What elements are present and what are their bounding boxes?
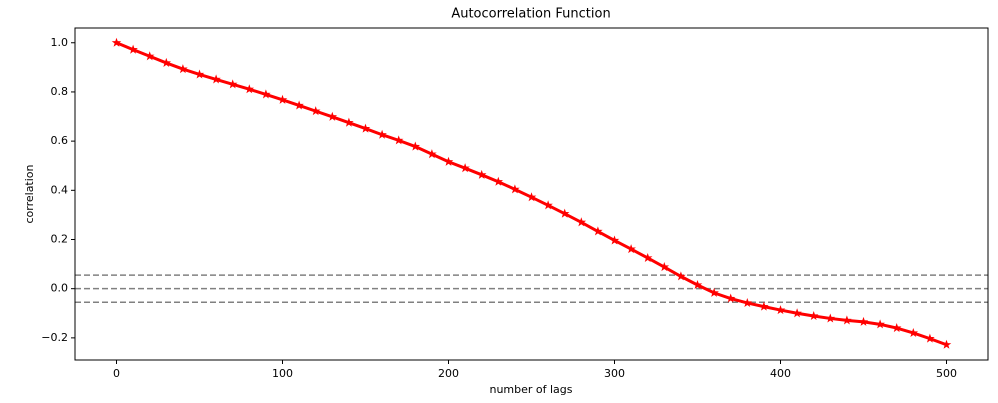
marker	[709, 287, 719, 297]
marker	[609, 235, 620, 245]
marker	[377, 129, 387, 139]
marker	[858, 316, 869, 326]
x-tick-label: 100	[272, 367, 293, 380]
marker	[908, 327, 919, 337]
marker	[476, 169, 487, 179]
y-tick-label: 1.0	[51, 36, 69, 49]
x-tick-label: 300	[604, 367, 625, 380]
x-tick-label: 400	[770, 367, 791, 380]
marker	[593, 226, 603, 236]
marker	[626, 244, 636, 254]
marker	[792, 308, 802, 318]
marker	[808, 310, 819, 321]
x-axis-label: number of lags	[489, 383, 572, 396]
marker	[344, 117, 354, 127]
marker	[510, 184, 520, 194]
marker	[161, 57, 172, 67]
marker	[211, 74, 221, 84]
y-tick-label: −0.2	[41, 331, 68, 344]
marker	[659, 262, 670, 272]
marker	[277, 94, 288, 104]
marker	[227, 79, 238, 89]
marker	[178, 64, 188, 74]
marker	[925, 333, 935, 343]
y-tick-label: 0.0	[51, 282, 69, 295]
marker	[559, 208, 570, 218]
y-tick-label: 0.2	[51, 232, 69, 245]
marker	[443, 156, 454, 166]
marker	[759, 301, 769, 311]
y-tick-label: 0.4	[51, 183, 69, 196]
x-tick-label: 200	[438, 367, 459, 380]
marker	[875, 319, 885, 329]
marker	[393, 135, 404, 145]
marker	[941, 339, 952, 349]
marker	[360, 123, 371, 133]
marker	[294, 100, 304, 110]
marker	[327, 111, 338, 121]
marker	[576, 217, 587, 227]
marker	[891, 323, 902, 333]
marker	[144, 51, 155, 61]
marker	[261, 89, 271, 99]
marker	[526, 192, 537, 202]
marker	[410, 141, 421, 151]
marker	[427, 149, 437, 159]
chart-title: Autocorrelation Function	[451, 7, 610, 22]
marker	[742, 297, 753, 307]
marker	[244, 84, 255, 94]
x-tick-label: 500	[936, 367, 957, 380]
marker	[725, 293, 736, 303]
marker	[842, 315, 852, 325]
y-axis-label: correlation	[23, 164, 36, 223]
marker	[493, 176, 504, 186]
marker	[310, 106, 321, 116]
marker	[460, 163, 470, 173]
marker	[642, 252, 653, 262]
marker	[825, 313, 836, 323]
marker	[692, 279, 703, 290]
y-tick-label: 0.8	[51, 85, 69, 98]
marker	[128, 44, 138, 54]
plot-frame	[74, 27, 989, 361]
marker	[194, 69, 205, 79]
x-tick-label: 0	[113, 367, 120, 380]
marker	[543, 200, 553, 210]
marker	[111, 37, 122, 47]
marker	[676, 271, 686, 281]
y-tick-label: 0.6	[51, 134, 69, 147]
marker	[775, 305, 786, 315]
